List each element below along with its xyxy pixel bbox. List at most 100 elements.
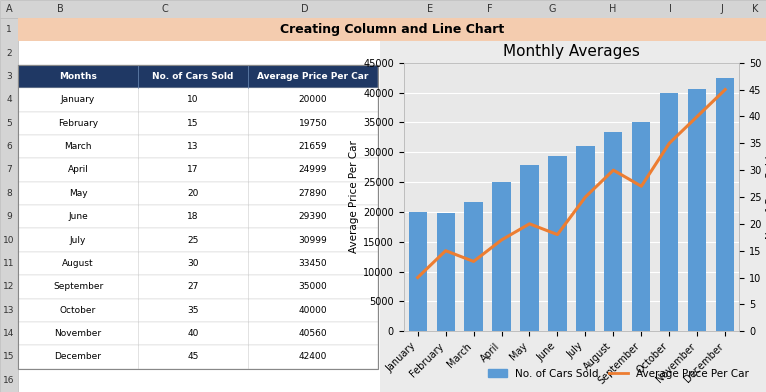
Text: 21659: 21659 [299,142,327,151]
Text: 15: 15 [3,352,15,361]
Text: January: January [61,95,95,104]
Text: April: April [67,165,88,174]
Text: I: I [669,4,672,14]
Text: 20: 20 [188,189,198,198]
Text: 14: 14 [3,329,15,338]
Y-axis label: Average Price Per Car: Average Price Per Car [349,141,359,253]
Bar [604,132,623,331]
Text: 35000: 35000 [299,282,327,291]
Text: 4: 4 [6,95,11,104]
Text: 35: 35 [187,306,198,315]
Text: June: June [68,212,88,221]
Bar [18,229,378,252]
Bar [437,213,455,331]
Text: May: May [69,189,87,198]
Text: 40000: 40000 [299,306,327,315]
Text: J: J [721,4,723,14]
Bar [0,18,18,392]
Text: November: November [54,329,102,338]
Bar [18,345,378,368]
Bar [18,18,380,392]
Text: Creating Column and Line Chart: Creating Column and Line Chart [280,23,504,36]
Bar [408,212,427,331]
Text: 30999: 30999 [299,236,327,245]
Bar [18,135,378,158]
Bar [18,88,378,111]
Bar [464,202,483,331]
Text: 13: 13 [187,142,198,151]
Title: Monthly Averages: Monthly Averages [503,44,640,59]
Text: D: D [301,4,309,14]
Bar [18,18,766,42]
Text: B: B [57,4,64,14]
Text: 42400: 42400 [299,352,327,361]
Text: 8: 8 [6,189,12,198]
Bar [716,78,735,331]
Text: 27890: 27890 [299,189,327,198]
Text: 13: 13 [3,306,15,315]
Bar [18,181,378,205]
Text: 3: 3 [6,72,12,81]
Text: 29390: 29390 [299,212,327,221]
Bar [0,0,766,18]
Bar [18,275,378,298]
Text: February: February [58,119,98,128]
Text: 40: 40 [188,329,198,338]
Text: 40560: 40560 [299,329,327,338]
Text: October: October [60,306,96,315]
Bar [688,89,706,331]
Text: 16: 16 [3,376,15,385]
Text: F: F [487,4,493,14]
Bar [576,146,594,331]
Text: C: C [162,4,169,14]
Text: 45: 45 [188,352,198,361]
Text: 20000: 20000 [299,95,327,104]
Text: G: G [548,4,556,14]
Text: 10: 10 [187,95,198,104]
Legend: No. of Cars Sold, Average Price Per Car: No. of Cars Sold, Average Price Per Car [484,365,753,383]
Text: 10: 10 [3,236,15,245]
Bar [18,111,378,135]
Text: 12: 12 [3,282,15,291]
Text: E: E [427,4,433,14]
Text: March: March [64,142,92,151]
Text: 9: 9 [6,212,12,221]
Text: 6: 6 [6,142,12,151]
Text: July: July [70,236,87,245]
Text: 18: 18 [187,212,198,221]
Text: 19750: 19750 [299,119,327,128]
Bar [548,156,567,331]
Text: 24999: 24999 [299,165,327,174]
Text: 33450: 33450 [299,259,327,268]
Bar [18,252,378,275]
Bar [493,182,511,331]
Text: December: December [54,352,102,361]
Text: A: A [5,4,12,14]
Text: 27: 27 [188,282,198,291]
Text: 5: 5 [6,119,12,128]
Bar [18,322,378,345]
Text: 7: 7 [6,165,12,174]
Text: 11: 11 [3,259,15,268]
Text: 17: 17 [187,165,198,174]
Text: H: H [609,4,617,14]
Text: 25: 25 [188,236,198,245]
Text: No. of Cars Sold: No. of Cars Sold [152,72,234,81]
Text: Months: Months [59,72,97,81]
Bar [18,298,378,322]
Bar [632,122,650,331]
Bar [18,65,378,88]
Text: September: September [53,282,103,291]
Bar [18,205,378,229]
Text: Average Price Per Car: Average Price Per Car [257,72,368,81]
Bar [18,65,378,368]
Text: 15: 15 [187,119,198,128]
Text: 1: 1 [6,25,12,34]
Text: 30: 30 [187,259,198,268]
Bar [18,158,378,181]
Text: K: K [751,4,758,14]
Bar [660,93,679,331]
Bar [520,165,538,331]
Text: August: August [62,259,93,268]
Text: 2: 2 [6,49,11,58]
